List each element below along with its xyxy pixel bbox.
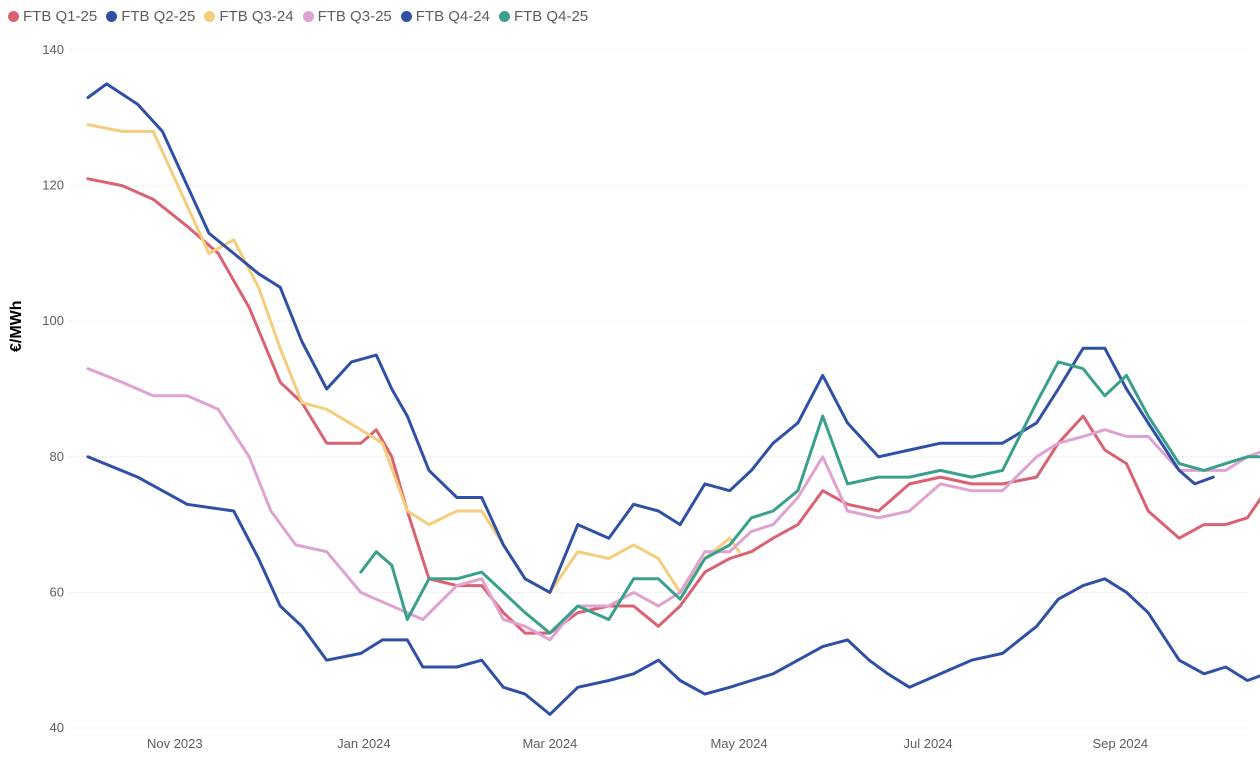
- x-tick-label: Nov 2023: [147, 736, 203, 751]
- y-tick-label: 100: [42, 313, 64, 328]
- x-axis: Nov 2023 Jan 2024 Mar 2024 May 2024 Jul 2024…: [147, 736, 1148, 751]
- legend-label: FTB Q3-24: [219, 8, 294, 25]
- legend-label: FTB Q4-24: [415, 8, 490, 25]
- series-line-ftb-q1-25: [86, 177, 1260, 635]
- x-tick-label: Jul 2024: [904, 736, 953, 751]
- series-line-ftb-q4-25: [359, 360, 1260, 635]
- legend-dot-icon: [302, 11, 314, 22]
- x-tick-label: Jan 2024: [337, 736, 391, 751]
- series-line-ftb-q3-25: [86, 367, 1260, 642]
- series-lines: [86, 82, 1260, 716]
- legend-label: FTB Q1-25: [23, 8, 98, 25]
- legend-item[interactable]: FTB Q4-24: [400, 8, 490, 25]
- x-tick-label: Mar 2024: [522, 736, 577, 751]
- legend-item[interactable]: FTB Q3-25: [302, 8, 392, 25]
- legend-item[interactable]: FTB Q1-25: [8, 8, 97, 25]
- legend-item[interactable]: FTB Q2-25: [106, 8, 195, 25]
- legend-dot-icon: [204, 11, 216, 22]
- legend-item[interactable]: FTB Q4-25: [498, 8, 589, 25]
- legend-label: FTB Q3-25: [317, 8, 392, 25]
- x-tick-label: May 2024: [710, 736, 767, 751]
- y-axis: 40 60 80 100 120 140: [42, 42, 64, 735]
- legend-dot-icon: [498, 11, 510, 22]
- series-line-ftb-q4-24: [86, 82, 1215, 594]
- y-tick-label: 80: [50, 449, 64, 464]
- gridlines: [70, 49, 1248, 729]
- legend-label: FTB Q4-25: [513, 8, 589, 25]
- legend-item[interactable]: FTB Q3-24: [204, 8, 294, 25]
- y-tick-label: 40: [50, 720, 64, 735]
- legend-dot-icon: [106, 11, 118, 22]
- y-tick-label: 60: [50, 584, 64, 599]
- y-tick-label: 120: [42, 178, 64, 193]
- legend[interactable]: FTB Q1-25 FTB Q2-25 FTB Q3-24 FTB Q3-25 FTB …: [8, 8, 597, 25]
- legend-label: FTB Q2-25: [121, 8, 196, 25]
- legend-dot-icon: [400, 11, 412, 22]
- x-tick-label: Sep 2024: [1092, 736, 1148, 751]
- legend-dot-icon: [8, 11, 19, 22]
- series-line-ftb-q2-25: [86, 455, 1260, 716]
- y-tick-label: 140: [42, 42, 64, 57]
- y-axis-label: €/MWh: [8, 300, 25, 352]
- series-line-ftb-q3-24: [86, 123, 741, 594]
